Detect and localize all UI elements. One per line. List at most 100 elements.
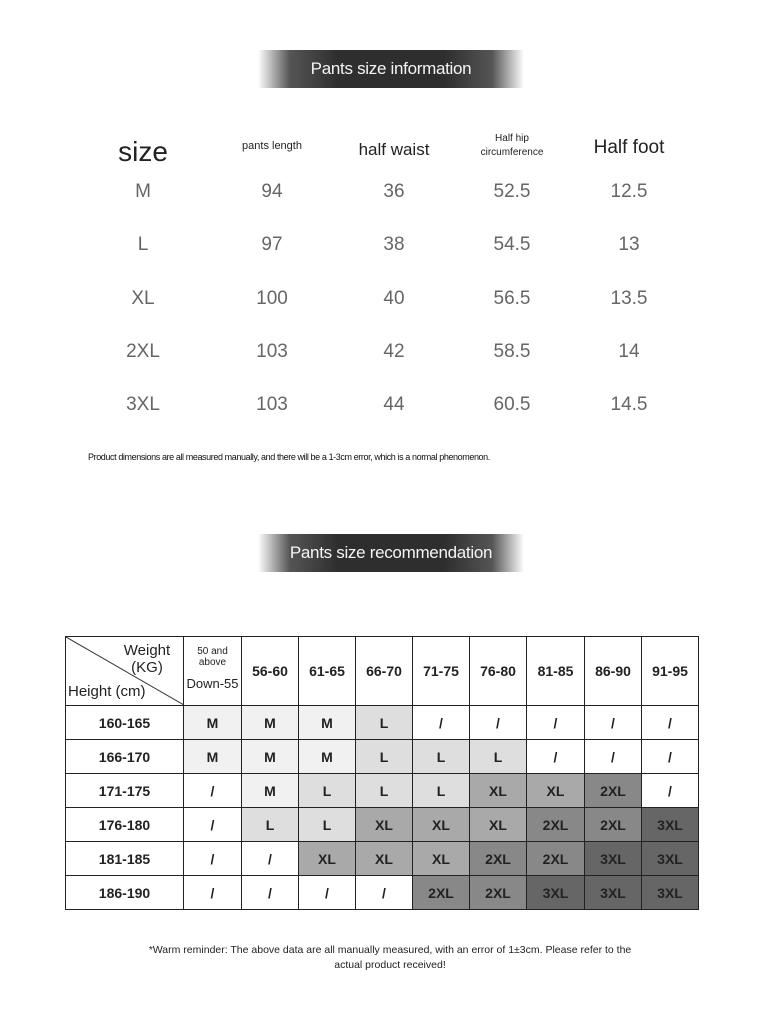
size-info-cell: 54.5 [493,234,531,256]
first-col-top: 50 and above [197,645,228,668]
size-info-cell: 44 [383,394,405,416]
size-cell: XL [412,841,470,876]
size-cell: L [298,807,356,842]
size-cell: M [241,773,299,808]
weight-header: 66-70 [355,636,413,706]
size-cell: L [298,773,356,808]
size-cell: 2XL [526,807,585,842]
size-cell: 2XL [526,841,585,876]
size-cell: XL [355,807,413,842]
size-info-cell: 103 [256,394,288,416]
measurement-note: Product dimensions are all measured manu… [88,452,490,462]
size-cell: 3XL [641,841,699,876]
size-info-cell: 60.5 [493,394,531,416]
size-cell: M [183,739,242,774]
size-cell: 2XL [584,807,642,842]
size-info-cell: L [137,234,149,256]
size-info-cell: 3XL [126,394,160,416]
height-cell: 176-180 [65,807,184,842]
size-info-cell: 56.5 [493,287,531,309]
size-cell: XL [526,773,585,808]
diagonal-divider [66,637,183,705]
size-cell: 3XL [641,807,699,842]
size-cell: XL [412,807,470,842]
header-cell: Half hip circumference [480,133,544,158]
height-cell: 181-185 [65,841,184,876]
size-cell: M [298,739,356,774]
size-info-cell: 103 [256,340,288,362]
size-info-cell: 97 [261,234,283,256]
size-cell: XL [469,773,527,808]
recommendation-row: 186-190// //2XL 2XL 3XL 3XL 3XL [65,875,699,910]
recommendation-row: 166-170 M M M L L L / / / [65,739,699,774]
size-cell: L [412,739,470,774]
corner-header: Weight (KG) Height (cm) [65,636,184,706]
size-cell: L [412,773,470,808]
header-cell: size [118,136,168,167]
size-cell: / [641,773,699,808]
size-cell: 3XL [526,875,585,910]
size-cell: L [355,739,413,774]
weight-label: Weight (KG) [123,642,171,676]
header-cell: pants length [242,140,302,152]
size-cell: / [183,875,242,910]
weight-header: 56-60 [241,636,299,706]
size-info-header: size pants length half waist Half hip circu… [80,130,690,167]
size-cell: M [183,705,242,740]
header-cell: Half foot [593,137,665,158]
size-info-cell: 42 [383,340,405,362]
recommendation-row: 171-175/M L L L XL XL 2XL / [65,773,699,808]
size-info-row: 3XL 103 44 60.5 14.5 [80,394,690,424]
size-cell: / [355,875,413,910]
warm-reminder: *Warm reminder: The above data are all m… [148,944,632,971]
weight-header: 61-65 [298,636,356,706]
size-info-cell: 13.5 [610,287,648,309]
size-info-cell: 40 [383,287,405,309]
size-info-banner: Pants size information [258,50,524,88]
size-info-cell: 58.5 [493,340,531,362]
size-cell: / [412,705,470,740]
size-recommendation-banner: Pants size recommendation [258,534,524,572]
size-info-cell: 52.5 [493,181,531,202]
size-info-cell: XL [131,287,155,309]
weight-header: 81-85 [526,636,585,706]
size-info-row: L 97 38 54.5 13 [80,234,690,264]
size-cell: M [298,705,356,740]
size-cell: / [183,841,242,876]
size-recommendation-table: Weight (KG) Height (cm) 50 and above Dow… [65,636,699,910]
size-cell: / [526,705,585,740]
size-cell: XL [298,841,356,876]
size-cell: / [641,739,699,774]
size-cell: 2XL [412,875,470,910]
height-cell: 186-190 [65,875,184,910]
size-cell: / [241,841,299,876]
size-cell: L [469,739,527,774]
size-info-cell: 94 [261,181,283,202]
size-cell: 2XL [469,875,527,910]
size-info-cell: 13 [618,234,640,256]
size-info-row: M 94 36 52.5 12.5 [80,181,690,211]
size-cell: 2XL [584,773,642,808]
height-cell: 171-175 [65,773,184,808]
size-cell: / [584,739,642,774]
header-cell: half waist [358,140,430,159]
size-info-cell: 38 [383,234,405,256]
size-info-row: 2XL 103 42 58.5 14 [80,341,690,371]
size-info-cell: 2XL [126,340,160,362]
size-cell: XL [469,807,527,842]
size-cell: XL [355,841,413,876]
size-cell: 2XL [469,841,527,876]
weight-header: 86-90 [584,636,642,706]
size-cell: 3XL [584,875,642,910]
weight-header-first: 50 and above Down-55 [183,636,242,706]
size-cell: / [526,739,585,774]
weight-header: 76-80 [469,636,527,706]
height-cell: 166-170 [65,739,184,774]
size-cell: 3XL [584,841,642,876]
recommendation-row: 181-185// XL XL XL 2XL 2XL 3XL 3XL [65,841,699,876]
size-cell: / [183,807,242,842]
size-info-cell: 12.5 [610,181,648,202]
size-info-cell: 100 [256,287,288,309]
size-cell: / [241,875,299,910]
size-cell: M [241,705,299,740]
